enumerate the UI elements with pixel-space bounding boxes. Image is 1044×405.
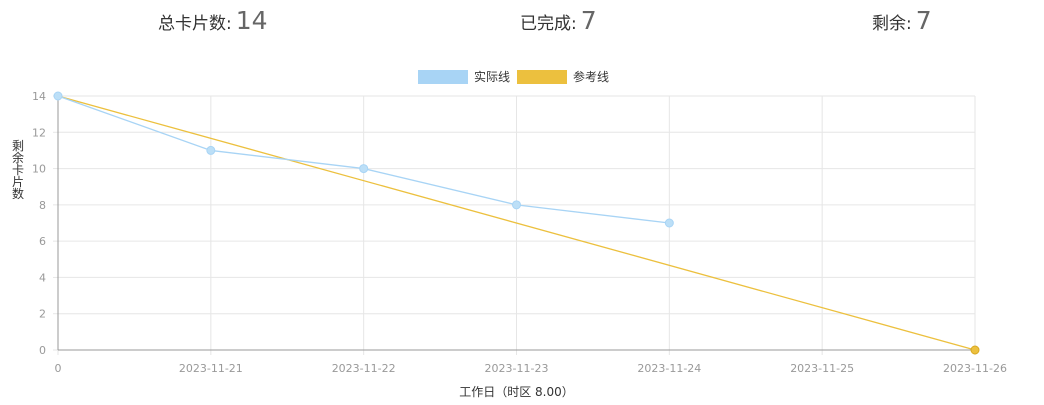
- y-axis-title-char: 片: [12, 175, 24, 189]
- y-axis-title-char: 数: [12, 186, 24, 201]
- y-tick-label: 2: [39, 308, 46, 321]
- series-line-reference: [57, 95, 976, 351]
- stat-total-value: 14: [235, 6, 268, 35]
- legend-swatch-reference: [517, 69, 568, 84]
- stat-remaining: 剩余: 7: [872, 6, 932, 40]
- stat-done-value: 7: [580, 6, 597, 35]
- x-tick-label: 2023-11-23: [485, 362, 549, 375]
- y-axis-title: 剩余卡片数: [12, 139, 24, 201]
- y-tick-label: 6: [39, 235, 46, 248]
- stat-remain-label: 剩余:: [872, 14, 912, 34]
- data-point-actual: [53, 91, 63, 101]
- stat-remain-value: 7: [915, 6, 932, 35]
- data-point-actual: [359, 164, 369, 174]
- data-point-reference: [970, 345, 980, 355]
- legend-item-reference[interactable]: 参考线: [517, 68, 609, 85]
- stat-total-label: 总卡片数:: [158, 14, 232, 34]
- x-axis-title: 工作日（时区 8.00）: [459, 385, 574, 399]
- legend-label-actual: 实际线: [474, 70, 511, 84]
- y-tick-label: 12: [32, 126, 46, 139]
- stat-completed: 已完成: 7: [520, 6, 597, 40]
- x-tick-label: 2023-11-21: [179, 362, 243, 375]
- stat-total-cards: 总卡片数: 14: [158, 6, 268, 40]
- data-point-actual: [206, 145, 216, 155]
- y-axis-title-char: 卡: [12, 163, 24, 177]
- y-tick-label: 0: [39, 344, 46, 357]
- legend-label-reference: 参考线: [573, 70, 610, 84]
- y-tick-label: 8: [39, 199, 46, 212]
- legend-swatch-actual: [418, 69, 468, 84]
- legend-item-actual[interactable]: 实际线: [418, 68, 510, 85]
- y-axis-title-char: 剩: [12, 139, 24, 153]
- stat-done-label: 已完成:: [520, 14, 577, 34]
- x-tick-label: 2023-11-22: [332, 362, 396, 375]
- data-point-actual: [664, 218, 674, 228]
- x-tick-label: 2023-11-26: [943, 362, 1007, 375]
- x-tick-label: 2023-11-25: [790, 362, 854, 375]
- data-point-actual: [512, 200, 521, 210]
- y-tick-label: 10: [32, 163, 46, 176]
- y-tick-label: 14: [32, 90, 46, 103]
- y-tick-label: 4: [39, 271, 46, 284]
- x-tick-label: 2023-11-24: [637, 362, 701, 375]
- x-tick-label: 0: [55, 362, 62, 375]
- y-axis-title-char: 余: [12, 150, 24, 165]
- chart-legend: 实际线 参考线: [418, 68, 616, 85]
